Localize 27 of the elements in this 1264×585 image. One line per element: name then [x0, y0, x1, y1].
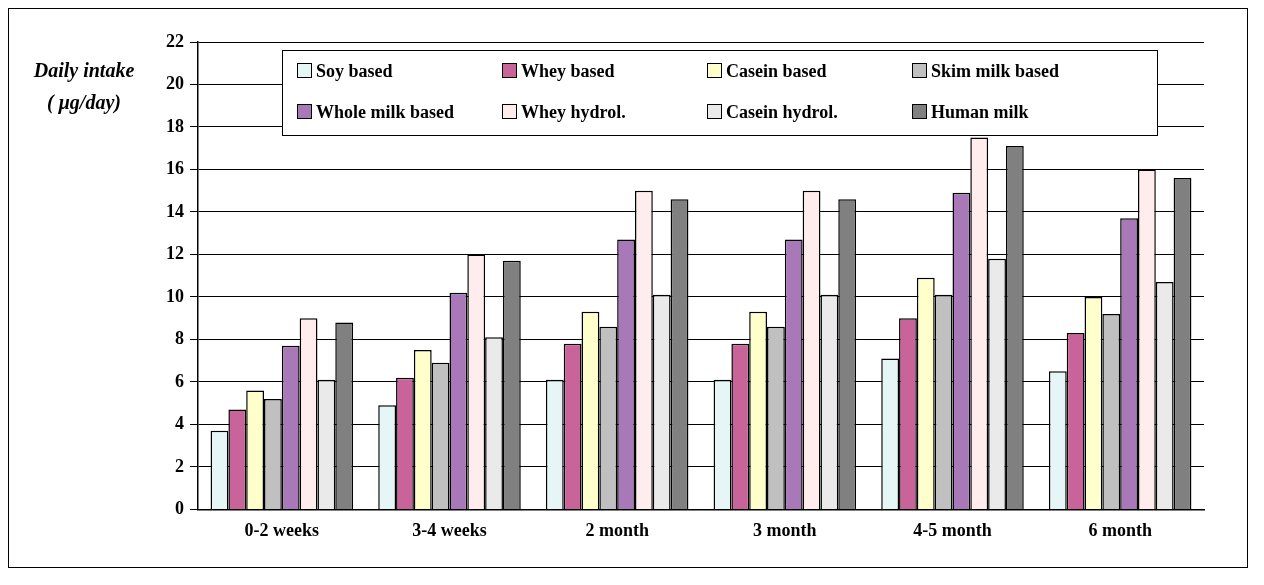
- y-tick-label: 0: [175, 498, 184, 519]
- legend-label: Whole milk based: [316, 102, 455, 122]
- x-tick-label: 3 month: [753, 519, 817, 540]
- x-tick-label: 4-5 month: [913, 519, 992, 540]
- legend-label: Whey based: [521, 61, 615, 81]
- x-tick-label: 3-4 weeks: [412, 519, 487, 540]
- y-tick-label: 18: [166, 115, 184, 136]
- x-tick-label: 2 month: [585, 519, 649, 540]
- y-tick-label: 4: [175, 413, 184, 434]
- y-tick-label: 12: [166, 243, 184, 264]
- y-tick-label: 6: [175, 370, 184, 391]
- y-tick-label: 16: [166, 158, 184, 179]
- y-tick-label: 20: [166, 73, 184, 94]
- x-tick-label: 0-2 weeks: [244, 519, 320, 540]
- y-tick-label: 14: [166, 200, 184, 221]
- legend-label: Soy based: [316, 61, 393, 81]
- y-tick-label: 2: [175, 455, 184, 476]
- legend-label: Whey hydrol.: [521, 102, 626, 122]
- legend-label: Casein hydrol.: [726, 102, 838, 122]
- y-tick-label: 22: [166, 30, 184, 51]
- y-tick-label: 10: [166, 285, 184, 306]
- y-tick-label: 8: [175, 328, 184, 349]
- legend-label: Casein based: [726, 61, 827, 81]
- y-axis-title: Daily intake ( μg/day): [32, 58, 136, 116]
- legend-label: Human milk: [931, 102, 1029, 122]
- x-tick-label: 6 month: [1088, 519, 1152, 540]
- legend-label: Skim milk based: [931, 61, 1060, 81]
